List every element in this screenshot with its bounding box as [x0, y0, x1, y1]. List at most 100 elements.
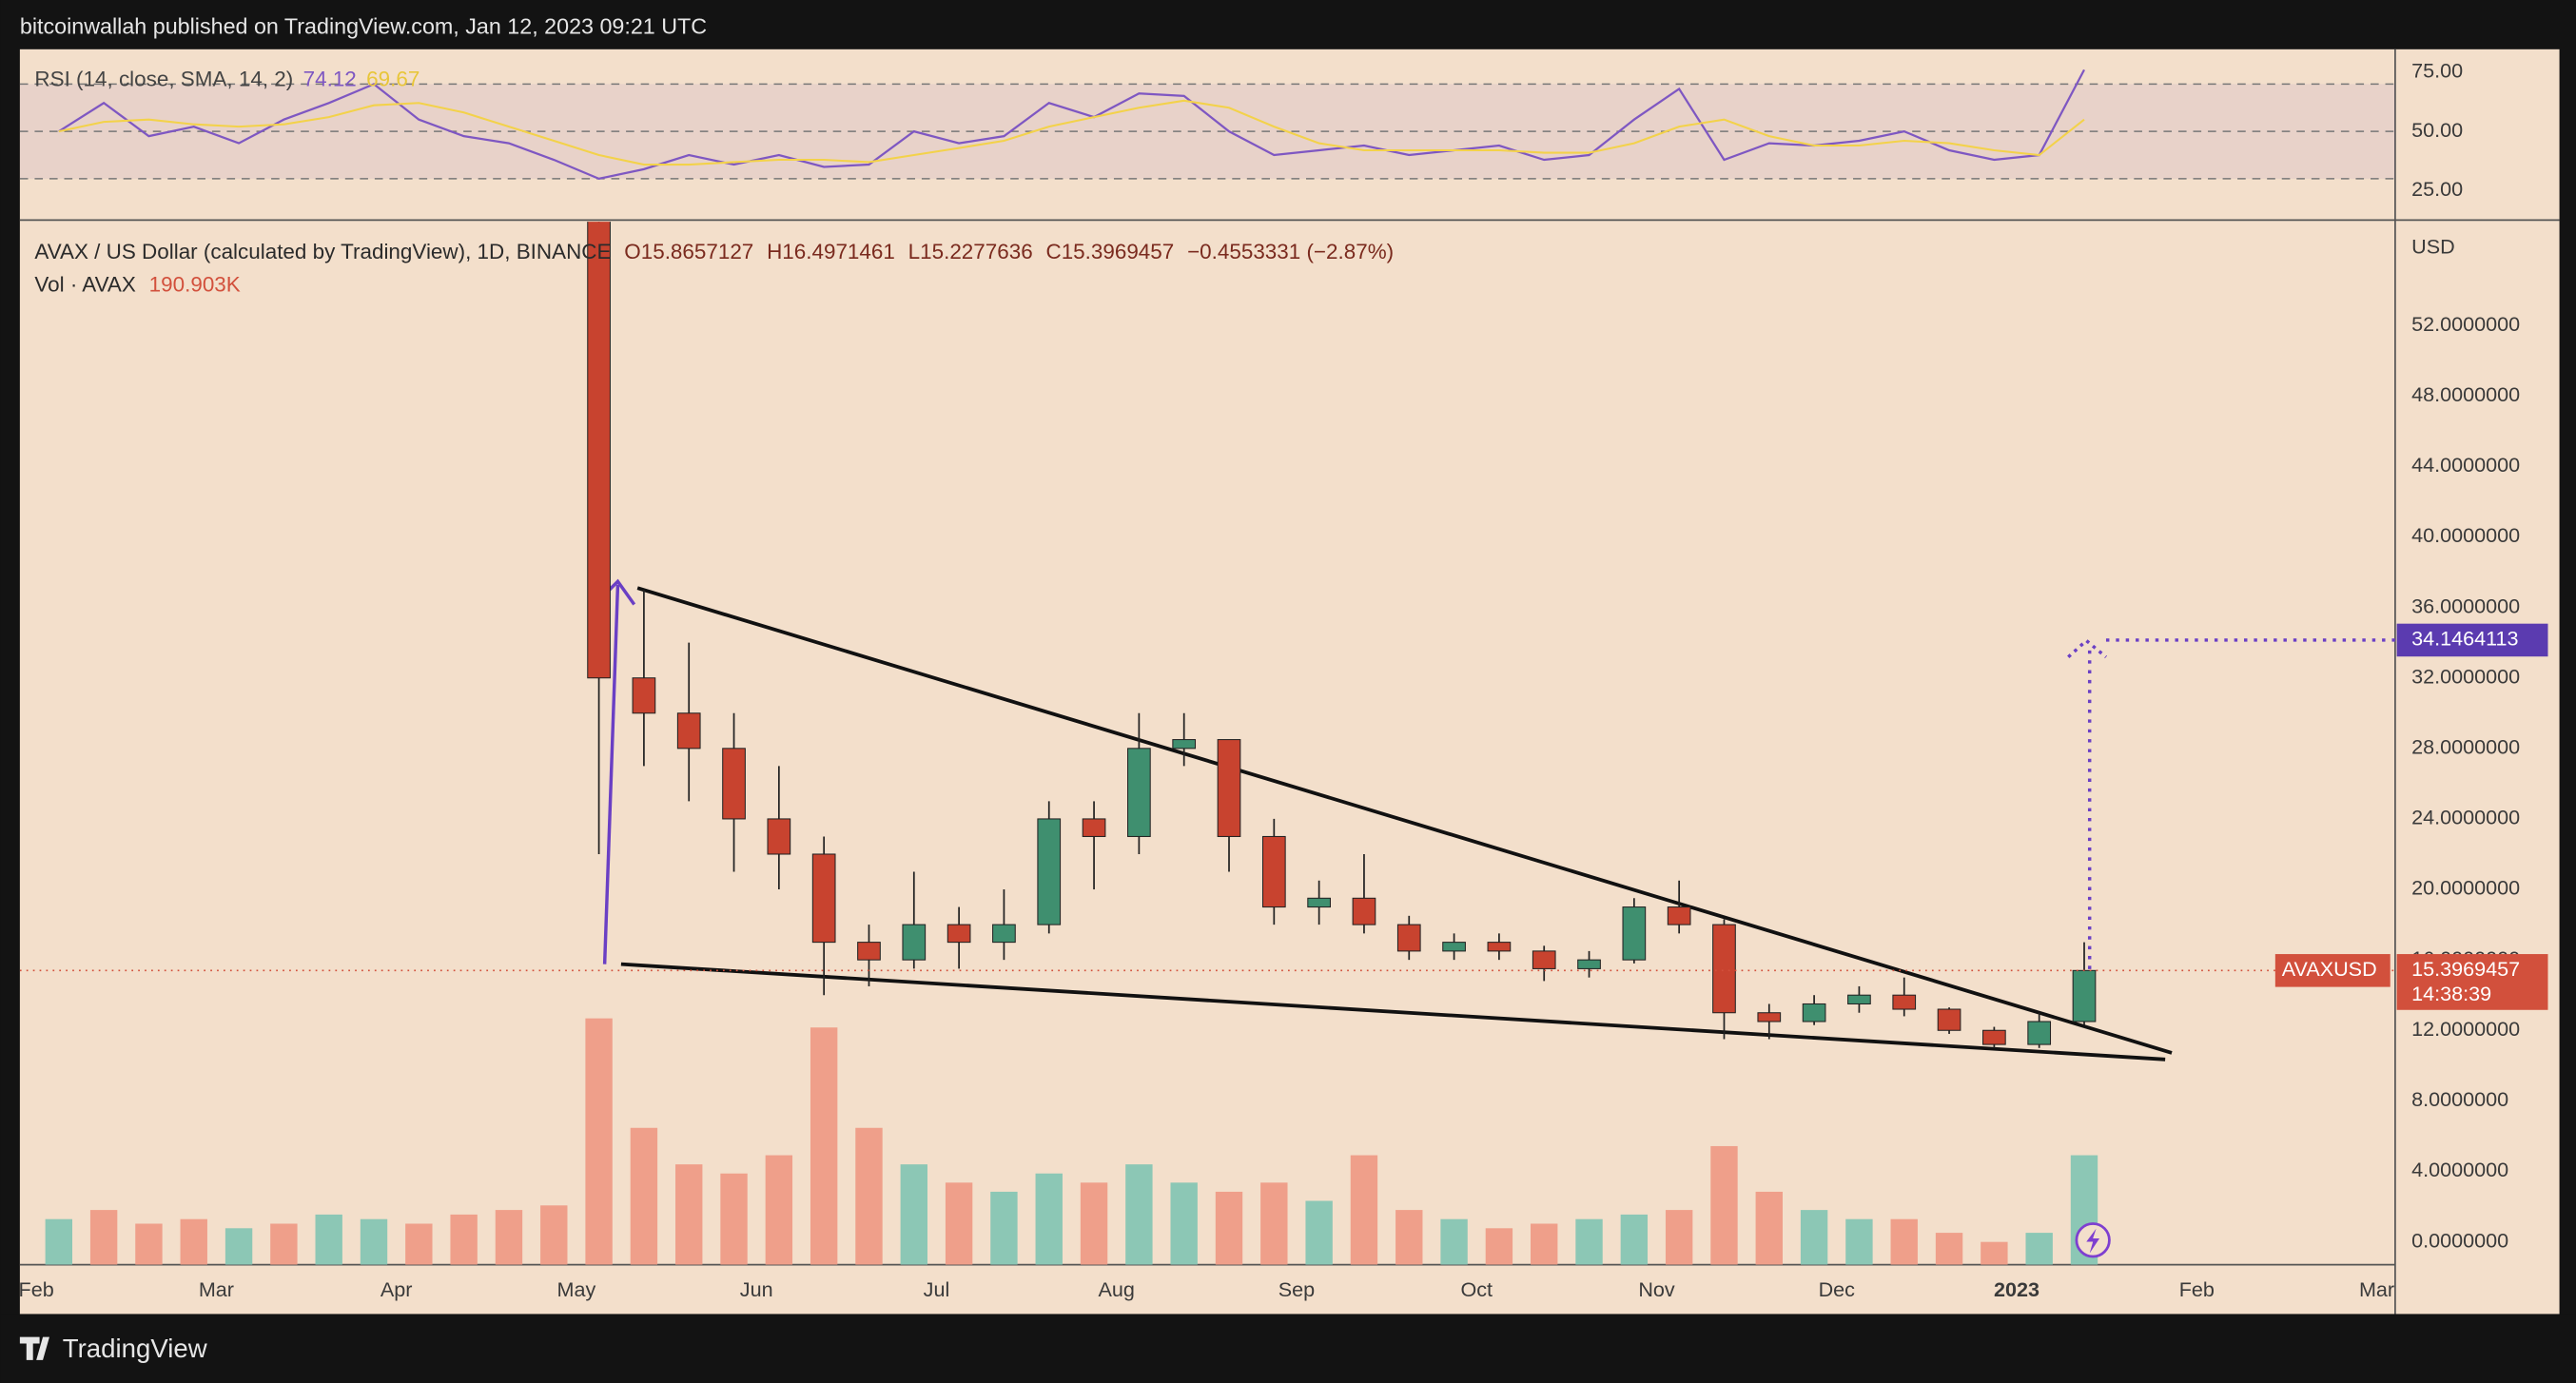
candle-body [1757, 1012, 1782, 1023]
volume-bar [1845, 1218, 1873, 1265]
volume-bar [135, 1223, 163, 1265]
price-tick-label: 4.0000000 [2411, 1158, 2508, 1181]
candle-body [1532, 950, 1556, 969]
countdown: 14:38:39 [2411, 982, 2491, 1005]
volume-bar [1395, 1210, 1423, 1265]
volume-bar [585, 1018, 613, 1265]
change: −0.4553331 (−2.87%) [1187, 240, 1394, 263]
candle-body [722, 748, 746, 820]
volume-bar [1755, 1191, 1783, 1265]
x-tick-label: Oct [1460, 1277, 1493, 1301]
price-tick-label: 24.0000000 [2411, 806, 2520, 829]
rsi-title: RSI (14, close, SMA, 14, 2) 74.12 69.67 [34, 68, 420, 91]
rsi-line [58, 68, 2085, 181]
x-tick-label: Aug [1099, 1277, 1135, 1301]
rsi-value: 74.12 [303, 68, 357, 91]
volume-bar [1710, 1145, 1738, 1265]
x-tick-label: Dec [1819, 1277, 1856, 1301]
price-tick-label: 44.0000000 [2411, 453, 2520, 477]
volume-bar [2025, 1233, 2053, 1265]
candle-body [1261, 835, 1286, 908]
volume-bar [720, 1173, 748, 1265]
candle-body [1127, 748, 1151, 837]
target-label: 34.1464113 [2411, 627, 2518, 651]
price-pane [19, 222, 2395, 1265]
footer-bar [0, 1314, 2576, 1383]
rsi-tick-label: 50.00 [2411, 118, 2463, 142]
volume-bar [1080, 1182, 1108, 1265]
volume-bar [900, 1164, 927, 1265]
price-tick-label: 48.0000000 [2411, 382, 2520, 406]
rsi-sma-line [58, 99, 2085, 166]
publisher: bitcoinwallah published on TradingView.c… [20, 14, 707, 39]
candle-body [1307, 897, 1331, 908]
rsi-tick-label: 75.00 [2411, 59, 2463, 83]
volume-bar [1620, 1214, 1649, 1265]
volume-bar [1575, 1218, 1603, 1265]
high: H16.4971461 [767, 240, 895, 263]
volume-bar [1485, 1228, 1513, 1265]
volume-legend: Vol · AVAX 190.903K [34, 272, 240, 296]
volume-bar [630, 1127, 658, 1265]
volume-bar [1800, 1210, 1828, 1265]
price-label: 15.3969457 [2411, 957, 2520, 981]
volume-bar [945, 1182, 973, 1265]
volume-bar [1440, 1218, 1468, 1265]
candle-body [992, 924, 1016, 944]
axes: 75.00 50.00 25.00 0.0000000 4.0000000 8.00000… [19, 59, 2548, 1301]
rsi-sma-value: 69.67 [366, 68, 420, 91]
close: C15.3969457 [1046, 240, 1175, 263]
target-label-bg [2396, 623, 2548, 657]
rsi-pane [19, 68, 2395, 181]
candle-body [2027, 1021, 2052, 1045]
x-tick-label: 2023 [1994, 1277, 2039, 1301]
candle-body [1037, 818, 1062, 925]
candle-body [1937, 1008, 1961, 1031]
ticker-label: AVAXUSD [2282, 957, 2377, 981]
candle-body [1847, 994, 1871, 1004]
volume-bar [1890, 1218, 1918, 1265]
price-tick-label: 40.0000000 [2411, 523, 2520, 547]
candle-body [1442, 942, 1466, 952]
candle-body [676, 712, 701, 750]
volume-bar [1665, 1210, 1693, 1265]
candle-body [2072, 969, 2097, 1023]
brand: TradingView [63, 1334, 207, 1363]
rsi-legend: RSI (14, close, SMA, 14, 2) [34, 68, 293, 91]
volume-bar [1170, 1182, 1198, 1265]
price-tick-label: 8.0000000 [2411, 1087, 2508, 1111]
volume-bar [45, 1218, 72, 1265]
volume-bar [1305, 1200, 1333, 1265]
candle-body [632, 677, 656, 714]
candle-body [1667, 906, 1691, 925]
x-tick-label: Apr [381, 1277, 413, 1301]
volume-bar [1035, 1173, 1063, 1265]
price-tick-label: 20.0000000 [2411, 876, 2520, 900]
x-tick-label: Jun [740, 1277, 773, 1301]
candle-body [1172, 739, 1197, 750]
x-tick-label: Mar [2359, 1277, 2394, 1301]
volume-bar [1935, 1233, 1963, 1265]
volume-bar [1981, 1241, 2008, 1265]
ticker-label-bg [2274, 954, 2391, 987]
candle-body [1892, 994, 1917, 1010]
candle-body [767, 818, 791, 855]
volume-bar [270, 1223, 298, 1265]
candle-body [1712, 924, 1736, 1014]
rsi-tick-label: 25.00 [2411, 177, 2463, 201]
currency: USD [2411, 234, 2455, 258]
volume-bar [1125, 1164, 1153, 1265]
x-tick-label: May [557, 1277, 596, 1301]
open: O15.8657127 [624, 240, 753, 263]
upper-trendline [636, 586, 2173, 1055]
volume-bar [315, 1214, 342, 1265]
candle-body [1217, 739, 1241, 837]
x-tick-label: Jul [924, 1277, 950, 1301]
volume-bar [495, 1210, 523, 1265]
flagpole-arrow [602, 584, 620, 964]
volume-bar [990, 1191, 1018, 1265]
volume-bar [675, 1164, 703, 1265]
candle-body [1802, 1003, 1826, 1023]
